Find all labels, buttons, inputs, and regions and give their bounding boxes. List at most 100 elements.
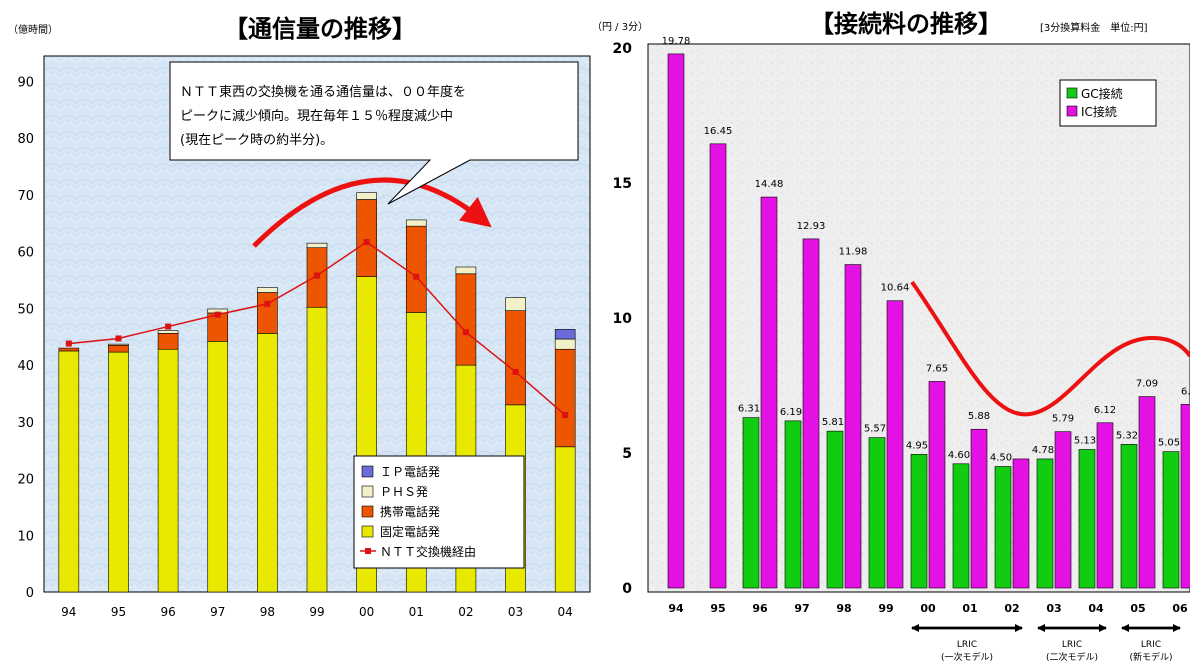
gc-bar: [1078, 449, 1096, 589]
right-x-tick-label: 97: [794, 602, 809, 615]
left-x-tick-label: 97: [210, 605, 225, 619]
right-x-tick-label: 01: [962, 602, 977, 615]
ntt-line-point: [413, 273, 420, 280]
left-unit-label: （億時間）: [8, 23, 58, 36]
ntt-line-point: [165, 323, 172, 330]
gc-bar: [868, 437, 886, 589]
left-legend-swatch: [361, 465, 374, 478]
left-legend-label: 固定電話発: [380, 524, 440, 539]
ic-bar: [802, 238, 820, 589]
gc-bar: [826, 430, 844, 589]
left-x-tick-label: 03: [508, 605, 523, 619]
left-x-tick-label: 00: [359, 605, 374, 619]
left-x-tick-label: 95: [111, 605, 126, 619]
left-y-tick-label: 90: [17, 76, 34, 91]
left-chart-title: 【通信量の推移】: [224, 15, 416, 43]
gc-bar-label: 5.81: [822, 417, 844, 428]
gc-bar: [910, 454, 928, 589]
left-x-tick-label: 02: [458, 605, 473, 619]
right-x-tick-label: 94: [668, 602, 684, 615]
left-bar-segment: [554, 348, 576, 448]
left-x-tick-label: 04: [558, 605, 573, 619]
right-legend-label: GC接続: [1081, 86, 1123, 101]
ntt-exchange-line: [65, 239, 569, 419]
ic-bar-label: 6.12: [1094, 405, 1116, 416]
right-legend-label: IC接続: [1081, 104, 1117, 119]
right-chart-note: [3分換算料金 単位:円]: [1040, 21, 1148, 34]
right-x-tick-label: 06: [1172, 602, 1188, 615]
right-y-tick-label: 0: [622, 581, 632, 597]
ic-bar-label: 11.98: [839, 247, 868, 258]
interconnection-fee-chart: （円 / 3分） 【接続料の推移】 [3分換算料金 単位:円] 05101520…: [592, 10, 1190, 663]
right-bars: 19.78 16.45 6.31 14.48 6.19 12.93 5.81 11.98 5.5…: [662, 36, 1190, 589]
left-x-tick-label: 98: [260, 605, 275, 619]
gc-bar-label: 6.31: [738, 404, 760, 415]
left-legend-swatch: [361, 505, 374, 518]
gc-bar: [1036, 458, 1054, 589]
left-bar-segment: [58, 350, 80, 593]
lric-model-label: (新モデル): [1129, 651, 1172, 663]
gc-bar-label: 4.50: [990, 453, 1012, 464]
right-x-tick-label: 95: [710, 602, 725, 615]
ic-bar-label: 16.45: [704, 126, 733, 137]
ic-bar-label: 5.88: [968, 411, 990, 422]
ic-bar: [970, 428, 988, 589]
left-trend-arrow: [252, 177, 492, 248]
ic-bar-label: 7.65: [926, 363, 948, 374]
left-bar-segment: [405, 225, 427, 313]
ic-bar: [1096, 422, 1114, 589]
ic-bar: [760, 196, 778, 589]
ic-bar: [1138, 396, 1156, 589]
left-legend-label: ＩＰ電話発: [380, 464, 440, 479]
left-bar-segment: [257, 287, 278, 293]
ic-bar-label: 6.8: [1181, 386, 1190, 397]
right-x-tick-label: 04: [1088, 602, 1104, 615]
left-bar-segment: [554, 446, 576, 593]
right-trend-curve: [910, 280, 1190, 417]
left-y-tick-label: 30: [17, 416, 34, 431]
ic-bar: [709, 143, 727, 589]
right-x-tick-label: 02: [1004, 602, 1019, 615]
right-x-tick-label: 05: [1130, 602, 1145, 615]
left-bar-segment: [356, 199, 377, 277]
gc-bar: [784, 420, 802, 589]
left-legend-swatch: [361, 525, 374, 538]
left-bar-segment: [356, 192, 377, 200]
left-bar-segment: [157, 330, 179, 334]
left-bar-segment: [108, 344, 129, 353]
left-bar-segment: [455, 266, 477, 275]
ntt-line-point: [214, 311, 221, 318]
left-y-tick-label: 0: [26, 586, 34, 601]
right-y-tick-label: 20: [613, 41, 633, 57]
right-legend: GC接続 IC接続: [1059, 79, 1157, 127]
left-y-tick-label: 50: [17, 302, 34, 317]
left-bar-segment: [505, 297, 526, 311]
gc-bar: [1120, 444, 1138, 589]
left-bar-segment: [554, 338, 576, 350]
gc-bar-label: 4.78: [1032, 445, 1054, 456]
left-x-tick-label: 94: [61, 605, 76, 619]
right-y-tick-label: 5: [622, 446, 632, 462]
left-bar-segment: [405, 219, 427, 227]
ic-bar: [1180, 404, 1190, 589]
gc-bar: [742, 417, 760, 589]
ic-bar: [928, 381, 946, 589]
right-x-tick-label: 99: [878, 602, 893, 615]
callout-line-1: ＮＴＴ東西の交換機を通る通信量は、００年度を: [180, 84, 466, 100]
right-y-tick-label: 15: [613, 176, 632, 192]
gc-bar: [1162, 451, 1180, 589]
lric-label: LRIC: [957, 640, 977, 650]
right-y-axis: 0 5 10 15 20: [613, 41, 633, 597]
ic-bar: [886, 300, 904, 589]
left-bar-segment: [257, 333, 278, 593]
lric-label: LRIC: [1062, 640, 1082, 650]
left-legend-swatch: [361, 485, 374, 498]
ic-bar-label: 14.48: [755, 179, 784, 190]
left-y-tick-label: 10: [17, 529, 34, 544]
ntt-line-point: [115, 335, 122, 342]
right-x-tick-label: 98: [836, 602, 851, 615]
left-y-tick-label: 70: [17, 189, 34, 204]
ntt-line-point: [363, 239, 370, 246]
ntt-line-point: [512, 368, 519, 375]
gc-bar-label: 5.32: [1116, 430, 1138, 441]
